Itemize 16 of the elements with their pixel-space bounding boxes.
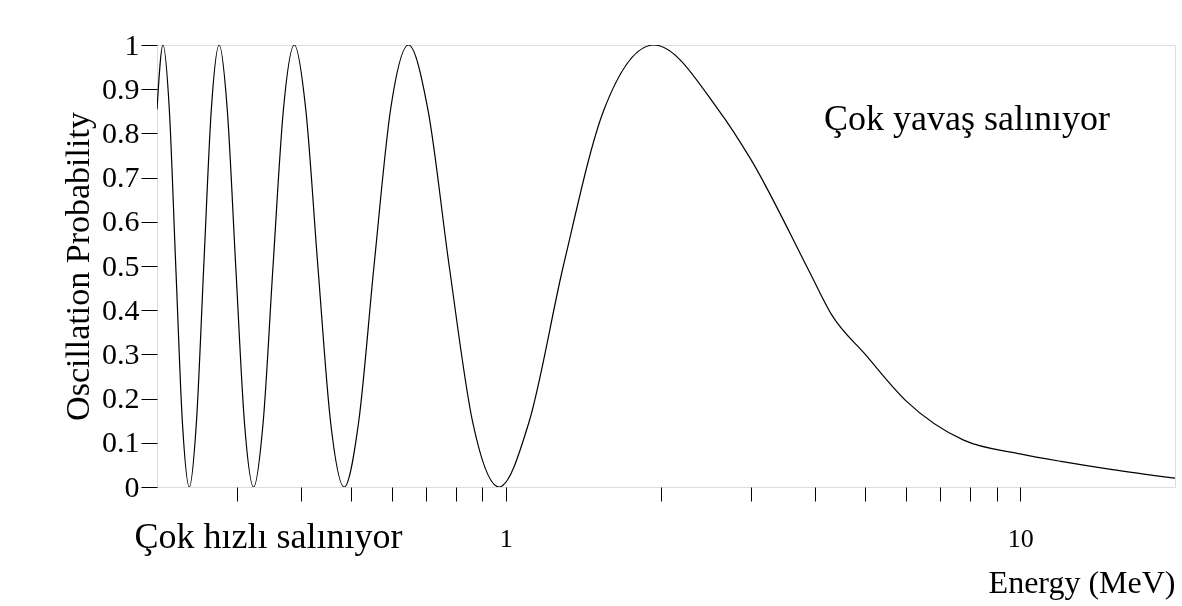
y-tick-label: 0.6 <box>102 204 140 238</box>
y-tick-label: 0.7 <box>102 160 140 194</box>
y-axis-title: Oscillation Probability <box>59 112 96 421</box>
y-tick-label: 0.1 <box>102 425 140 459</box>
annotation: Çok yavaş salınıyor <box>824 97 1110 138</box>
y-tick-label: 0.4 <box>102 292 140 326</box>
y-tick-label: 0.3 <box>102 336 140 370</box>
y-tick-label: 0.2 <box>102 381 140 415</box>
y-tick-label: 0.5 <box>102 248 140 282</box>
y-tick-label: 0.9 <box>102 71 140 105</box>
y-tick-label: 0 <box>124 469 140 503</box>
x-axis-title: Energy (MeV) <box>988 563 1176 600</box>
y-tick-label: 1 <box>124 27 140 61</box>
y-tick-label: 0.8 <box>102 115 140 149</box>
text: Çok hızlı salınıyor <box>134 516 403 556</box>
x-tick-label: 10 <box>1007 523 1034 553</box>
